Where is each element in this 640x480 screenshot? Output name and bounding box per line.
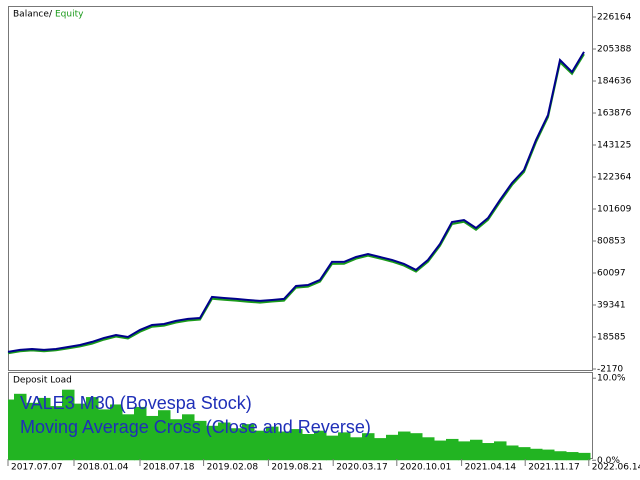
x-tick-label: 2020.10.01	[400, 463, 452, 473]
load-bar	[254, 430, 267, 461]
load-bar	[170, 419, 183, 461]
legend-balance: Balance	[13, 10, 49, 20]
load-bar	[110, 404, 123, 461]
y-tick-label: 10.0%	[597, 374, 626, 384]
legend-separator: /	[49, 10, 53, 20]
load-bar	[8, 399, 14, 461]
load-bar	[122, 414, 135, 461]
load-bar	[266, 426, 279, 461]
y-tick-label: 80853	[597, 237, 626, 247]
load-bar	[530, 448, 543, 461]
load-bar	[458, 441, 471, 461]
load-bar	[494, 441, 507, 461]
load-bar	[14, 393, 27, 461]
y-tick-label: 101609	[597, 205, 632, 215]
load-bar	[158, 410, 171, 461]
load-bar	[566, 452, 579, 461]
plot	[7, 51, 591, 461]
annotation: VALE3 M30 (Bovespa Stock)	[20, 393, 252, 413]
y-tick-label: 205388	[597, 45, 632, 55]
load-bar	[242, 424, 255, 461]
load-bar	[518, 447, 531, 461]
load-bar	[470, 439, 483, 461]
load-bar	[482, 443, 495, 461]
load-bar	[326, 435, 339, 461]
load-bar	[338, 432, 351, 461]
load-bar	[554, 451, 567, 461]
load-bar	[134, 406, 147, 461]
y-tick-label: 184636	[597, 77, 632, 87]
load-bar	[146, 415, 159, 461]
series-line	[7, 53, 585, 355]
y-tick-label: 60097	[597, 269, 626, 279]
load-bar	[38, 397, 51, 461]
load-bar	[578, 452, 591, 461]
x-tick-label: 2021.04.14	[465, 463, 517, 473]
load-bar	[410, 433, 423, 461]
load-bar	[74, 403, 87, 461]
load-bar	[374, 438, 387, 461]
load-bar	[506, 445, 519, 461]
annotation: Moving Average Cross (Close and Reverse)	[20, 417, 371, 437]
load-bar	[230, 428, 243, 461]
load-bar	[362, 433, 375, 461]
x-tick-label: 2022.06.14	[592, 463, 640, 473]
x-tick-label: 2017.07.07	[11, 463, 63, 473]
y-tick-label: 18585	[597, 333, 626, 343]
y-tick-label: 163876	[597, 109, 632, 119]
series-line	[7, 51, 585, 353]
load-bar	[50, 406, 63, 461]
y-tick-label: 226164	[597, 12, 632, 22]
load-bar	[218, 422, 231, 461]
y-tick-label: 143125	[597, 141, 631, 151]
load-bar	[398, 431, 411, 461]
legend-equity: Equity	[55, 10, 84, 20]
load-bar	[182, 414, 195, 461]
load-bar	[206, 425, 219, 461]
load-bar	[194, 420, 207, 461]
load-bar	[542, 449, 555, 461]
load-bar	[26, 402, 39, 461]
load-bar	[386, 434, 399, 461]
y-tick-label: 0.0%	[597, 456, 620, 466]
load-bar	[302, 434, 315, 461]
x-tick-label: 2019.02.08	[207, 463, 259, 473]
load-bar	[350, 437, 363, 461]
y-tick-label: -2170	[597, 365, 623, 375]
load-bar	[98, 409, 111, 461]
load-bar	[314, 430, 327, 461]
main-frame	[8, 6, 593, 371]
x-tick-label: 2021.11.17	[528, 463, 580, 473]
load-bar	[434, 440, 447, 461]
x-tick-label: 2018.01.04	[77, 463, 129, 473]
y-tick-label: 39341	[597, 301, 626, 311]
load-bar	[422, 437, 435, 461]
load-bar	[278, 431, 291, 461]
y-tick-label: 122364	[597, 173, 632, 183]
x-tick-label: 2020.03.17	[336, 463, 388, 473]
x-tick-label: 2018.07.18	[143, 463, 195, 473]
load-title: Deposit Load	[13, 376, 72, 386]
load-bar	[62, 389, 75, 461]
load-bar	[446, 438, 459, 461]
load-bar	[290, 429, 303, 461]
x-tick-label: 2019.08.21	[271, 463, 323, 473]
load-bar	[86, 397, 99, 461]
